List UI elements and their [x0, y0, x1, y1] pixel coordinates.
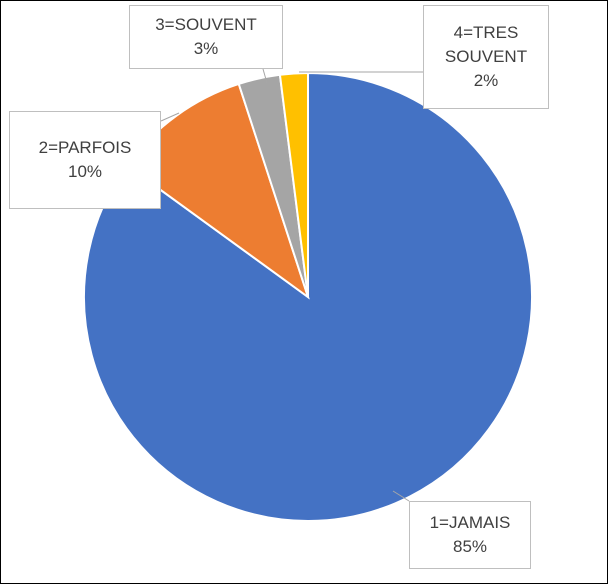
leader-line [262, 68, 268, 84]
label-category: 1=JAMAIS [429, 513, 511, 532]
label-category: 4=TRES SOUVENT [444, 23, 528, 66]
label-value: 10% [67, 162, 103, 181]
label-category: 2=PARFOIS [38, 138, 132, 157]
data-label: 4=TRES SOUVENT 2% [423, 5, 549, 109]
label-value: 85% [452, 537, 488, 556]
leader-line [392, 490, 410, 502]
data-label: 2=PARFOIS 10% [9, 111, 161, 209]
label-value: 3% [193, 39, 219, 58]
leader-line [160, 112, 180, 122]
data-label: 1=JAMAIS 85% [409, 501, 531, 569]
data-label: 3=SOUVENT 3% [129, 5, 283, 69]
pie-slice [278, 71, 309, 298]
label-category: 3=SOUVENT [155, 15, 257, 34]
label-value: 2% [473, 71, 499, 90]
